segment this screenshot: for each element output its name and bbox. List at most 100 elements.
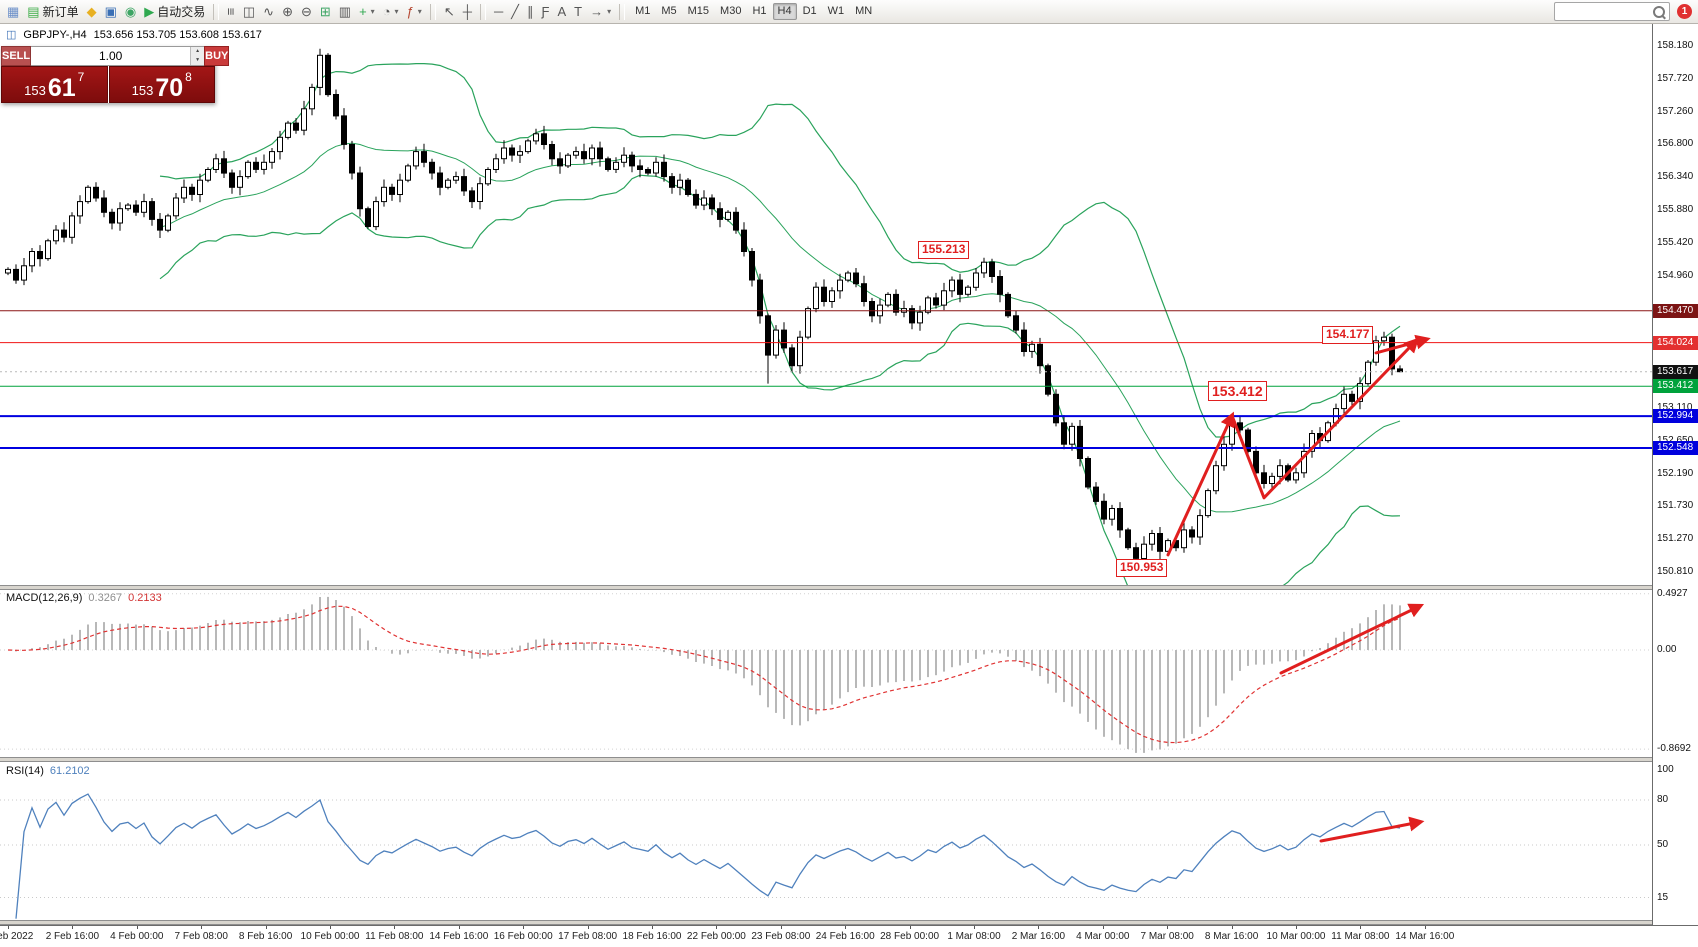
volume-input[interactable] (31, 47, 191, 65)
trend-arrow-up-2[interactable] (1230, 337, 1420, 500)
breakout-arrow[interactable] (1374, 334, 1431, 355)
bar-chart-icon[interactable]: ≡ (223, 2, 239, 21)
time-axis-tick (1038, 926, 1040, 929)
price-level-chip: 152.548 (1653, 441, 1698, 455)
symbol-title: GBPJPY-,H4 (23, 28, 87, 41)
autotrading-button[interactable]: ▶ 自动交易 (141, 2, 208, 21)
price-level-chip: 154.470 (1653, 304, 1698, 318)
search-icon[interactable] (1653, 5, 1665, 18)
rsi-value: 61.2102 (49, 765, 90, 777)
dropdown-caret-icon[interactable]: ▾ (607, 7, 612, 16)
line-chart-icon[interactable]: ∿ (260, 2, 277, 21)
time-axis-tick (974, 926, 975, 929)
rsi-trend-arrow[interactable] (1319, 816, 1425, 843)
cursor-glyph: ↖ (443, 4, 455, 19)
timeframe-m5-button[interactable]: M5 (661, 5, 677, 17)
metaeditor-icon[interactable]: ◆ (84, 2, 100, 21)
time-axis-label: 14 Feb 16:00 (429, 931, 489, 942)
search-box[interactable] (1554, 2, 1670, 21)
macd-trend-arrow[interactable] (1279, 603, 1425, 675)
time-axis-label: 8 Mar 16:00 (1204, 931, 1259, 942)
new-chart-button[interactable]: + ▾ (356, 2, 378, 21)
price-scale[interactable]: 158.180 157.720 157.260 156.800 156.340 155.8… (1652, 24, 1698, 925)
crosshair-icon[interactable]: ┼ (460, 2, 475, 21)
arrange-windows-icon[interactable]: ▥ (336, 2, 354, 21)
tile-windows-glyph: ⊞ (319, 4, 331, 19)
price-axis-label: 153.110 (1657, 402, 1693, 413)
time-axis-tick (394, 926, 396, 929)
macd-value: 0.3267 (88, 592, 123, 604)
buy-button[interactable]: BUY (204, 46, 230, 66)
sell-price-pips: 61 (47, 73, 76, 102)
toolbar-buttons: ▦ ▤ 新订单 ◆ ▣ ◉ ▶ 自动交易 ≡ ◫ ∿ ⊕ ⊖ ⊞ ▥ + ▾ ◔ ▾ ƒ ▾ ↖ ┼ ─ ╱ ∥ Ƒ A T → ▾ (4, 2, 614, 21)
text-label-icon[interactable]: T (571, 2, 585, 21)
candlestick-chart-icon[interactable]: ◫ (240, 2, 258, 21)
toolbar-right: 1 (1554, 2, 1694, 21)
notification-badge[interactable]: 1 (1677, 4, 1692, 19)
zoom-out-icon[interactable]: ⊖ (298, 2, 315, 21)
crosshair-glyph: ┼ (462, 4, 472, 19)
timeframe-h4-button[interactable]: H4 (772, 3, 797, 20)
toolbar-separator (429, 3, 436, 20)
timeframe-m1-button[interactable]: M1 (635, 5, 651, 17)
time-axis-label: 4 Mar 00:00 (1076, 931, 1130, 942)
timeframe-m30-button[interactable]: M30 (720, 5, 742, 17)
indicators-button[interactable]: ƒ ▾ (404, 2, 425, 21)
toolbar-separator (619, 3, 626, 20)
price-annotation-label[interactable]: 153.412 (1208, 381, 1267, 402)
rsi-scale-label: 50 (1657, 839, 1669, 850)
timeframe-mn-button[interactable]: MN (855, 5, 873, 17)
metaeditor-glyph: ◆ (86, 4, 97, 19)
new-order-button[interactable]: ▤ 新订单 (24, 2, 81, 21)
price-annotation-label[interactable]: 155.213 (918, 241, 970, 259)
periods-button[interactable]: ◔ ▾ (380, 2, 402, 21)
macd-signal-value: 0.2133 (128, 592, 162, 604)
price-level-chip: 153.412 (1653, 379, 1698, 393)
price-annotation-label[interactable]: 154.177 (1322, 326, 1374, 344)
time-axis-tick (1360, 926, 1362, 929)
dropdown-caret-icon[interactable]: ▾ (417, 7, 422, 16)
equidistant-channel-icon[interactable]: ∥ (524, 2, 537, 21)
time-axis-label: 4 Feb 00:00 (110, 931, 164, 942)
dropdown-caret-icon[interactable]: ▾ (394, 7, 399, 16)
rsi-scale-label: 80 (1657, 794, 1669, 805)
rsi-indicator-label: RSI(14) 61.2102 (6, 765, 90, 777)
horizontal-line-icon[interactable]: ─ (491, 2, 506, 21)
cursor-icon[interactable]: ↖ (441, 2, 458, 21)
tile-windows-icon[interactable]: ⊞ (317, 2, 334, 21)
time-axis[interactable]: 2 Feb 2022 2 Feb 16:00 4 Feb 00:00 7 Feb 08… (0, 925, 1698, 947)
zoom-in-icon[interactable]: ⊕ (279, 2, 296, 21)
volume-down-button[interactable]: ▼ (191, 56, 205, 65)
time-axis-label: 11 Mar 08:00 (1331, 931, 1390, 942)
time-axis-tick (72, 926, 74, 929)
signals-icon[interactable]: ◉ (122, 2, 139, 21)
trend-arrow-up-1[interactable] (1166, 411, 1235, 557)
trendline-icon[interactable]: ╱ (508, 2, 522, 21)
dropdown-caret-icon[interactable]: ▾ (370, 7, 375, 16)
time-axis-tick (1102, 926, 1104, 929)
text-icon[interactable]: A (554, 2, 569, 21)
volume-up-button[interactable]: ▲ (191, 47, 205, 56)
timeframe-m15-button[interactable]: M15 (687, 5, 710, 17)
time-axis-tick (716, 926, 718, 929)
panel-separators[interactable] (0, 585, 1698, 925)
time-axis-tick (587, 926, 589, 929)
buy-price-display[interactable]: 153 70 8 (108, 66, 215, 103)
sell-button[interactable]: SELL (1, 46, 32, 66)
market-icon[interactable]: ▣ (102, 2, 120, 21)
charts-window-icon[interactable]: ▦ (4, 2, 22, 21)
search-input[interactable] (1559, 4, 1650, 19)
new-chart-glyph: + (359, 4, 367, 19)
timeframe-w1-button[interactable]: W1 (827, 5, 845, 17)
time-axis-tick (845, 926, 847, 929)
price-annotation-label[interactable]: 150.953 (1116, 559, 1168, 577)
rsi-name: RSI(14) (6, 765, 44, 777)
sell-price-display[interactable]: 153 61 7 (1, 66, 108, 103)
timeframe-d1-button[interactable]: D1 (802, 5, 817, 17)
shapes-button[interactable]: → ▾ (587, 2, 614, 21)
bar-chart-glyph: ≡ (223, 7, 239, 16)
timeframe-h1-button[interactable]: H1 (752, 5, 767, 17)
fibonacci-icon[interactable]: Ƒ (538, 2, 552, 21)
price-level-chip: 153.617 (1653, 365, 1698, 379)
